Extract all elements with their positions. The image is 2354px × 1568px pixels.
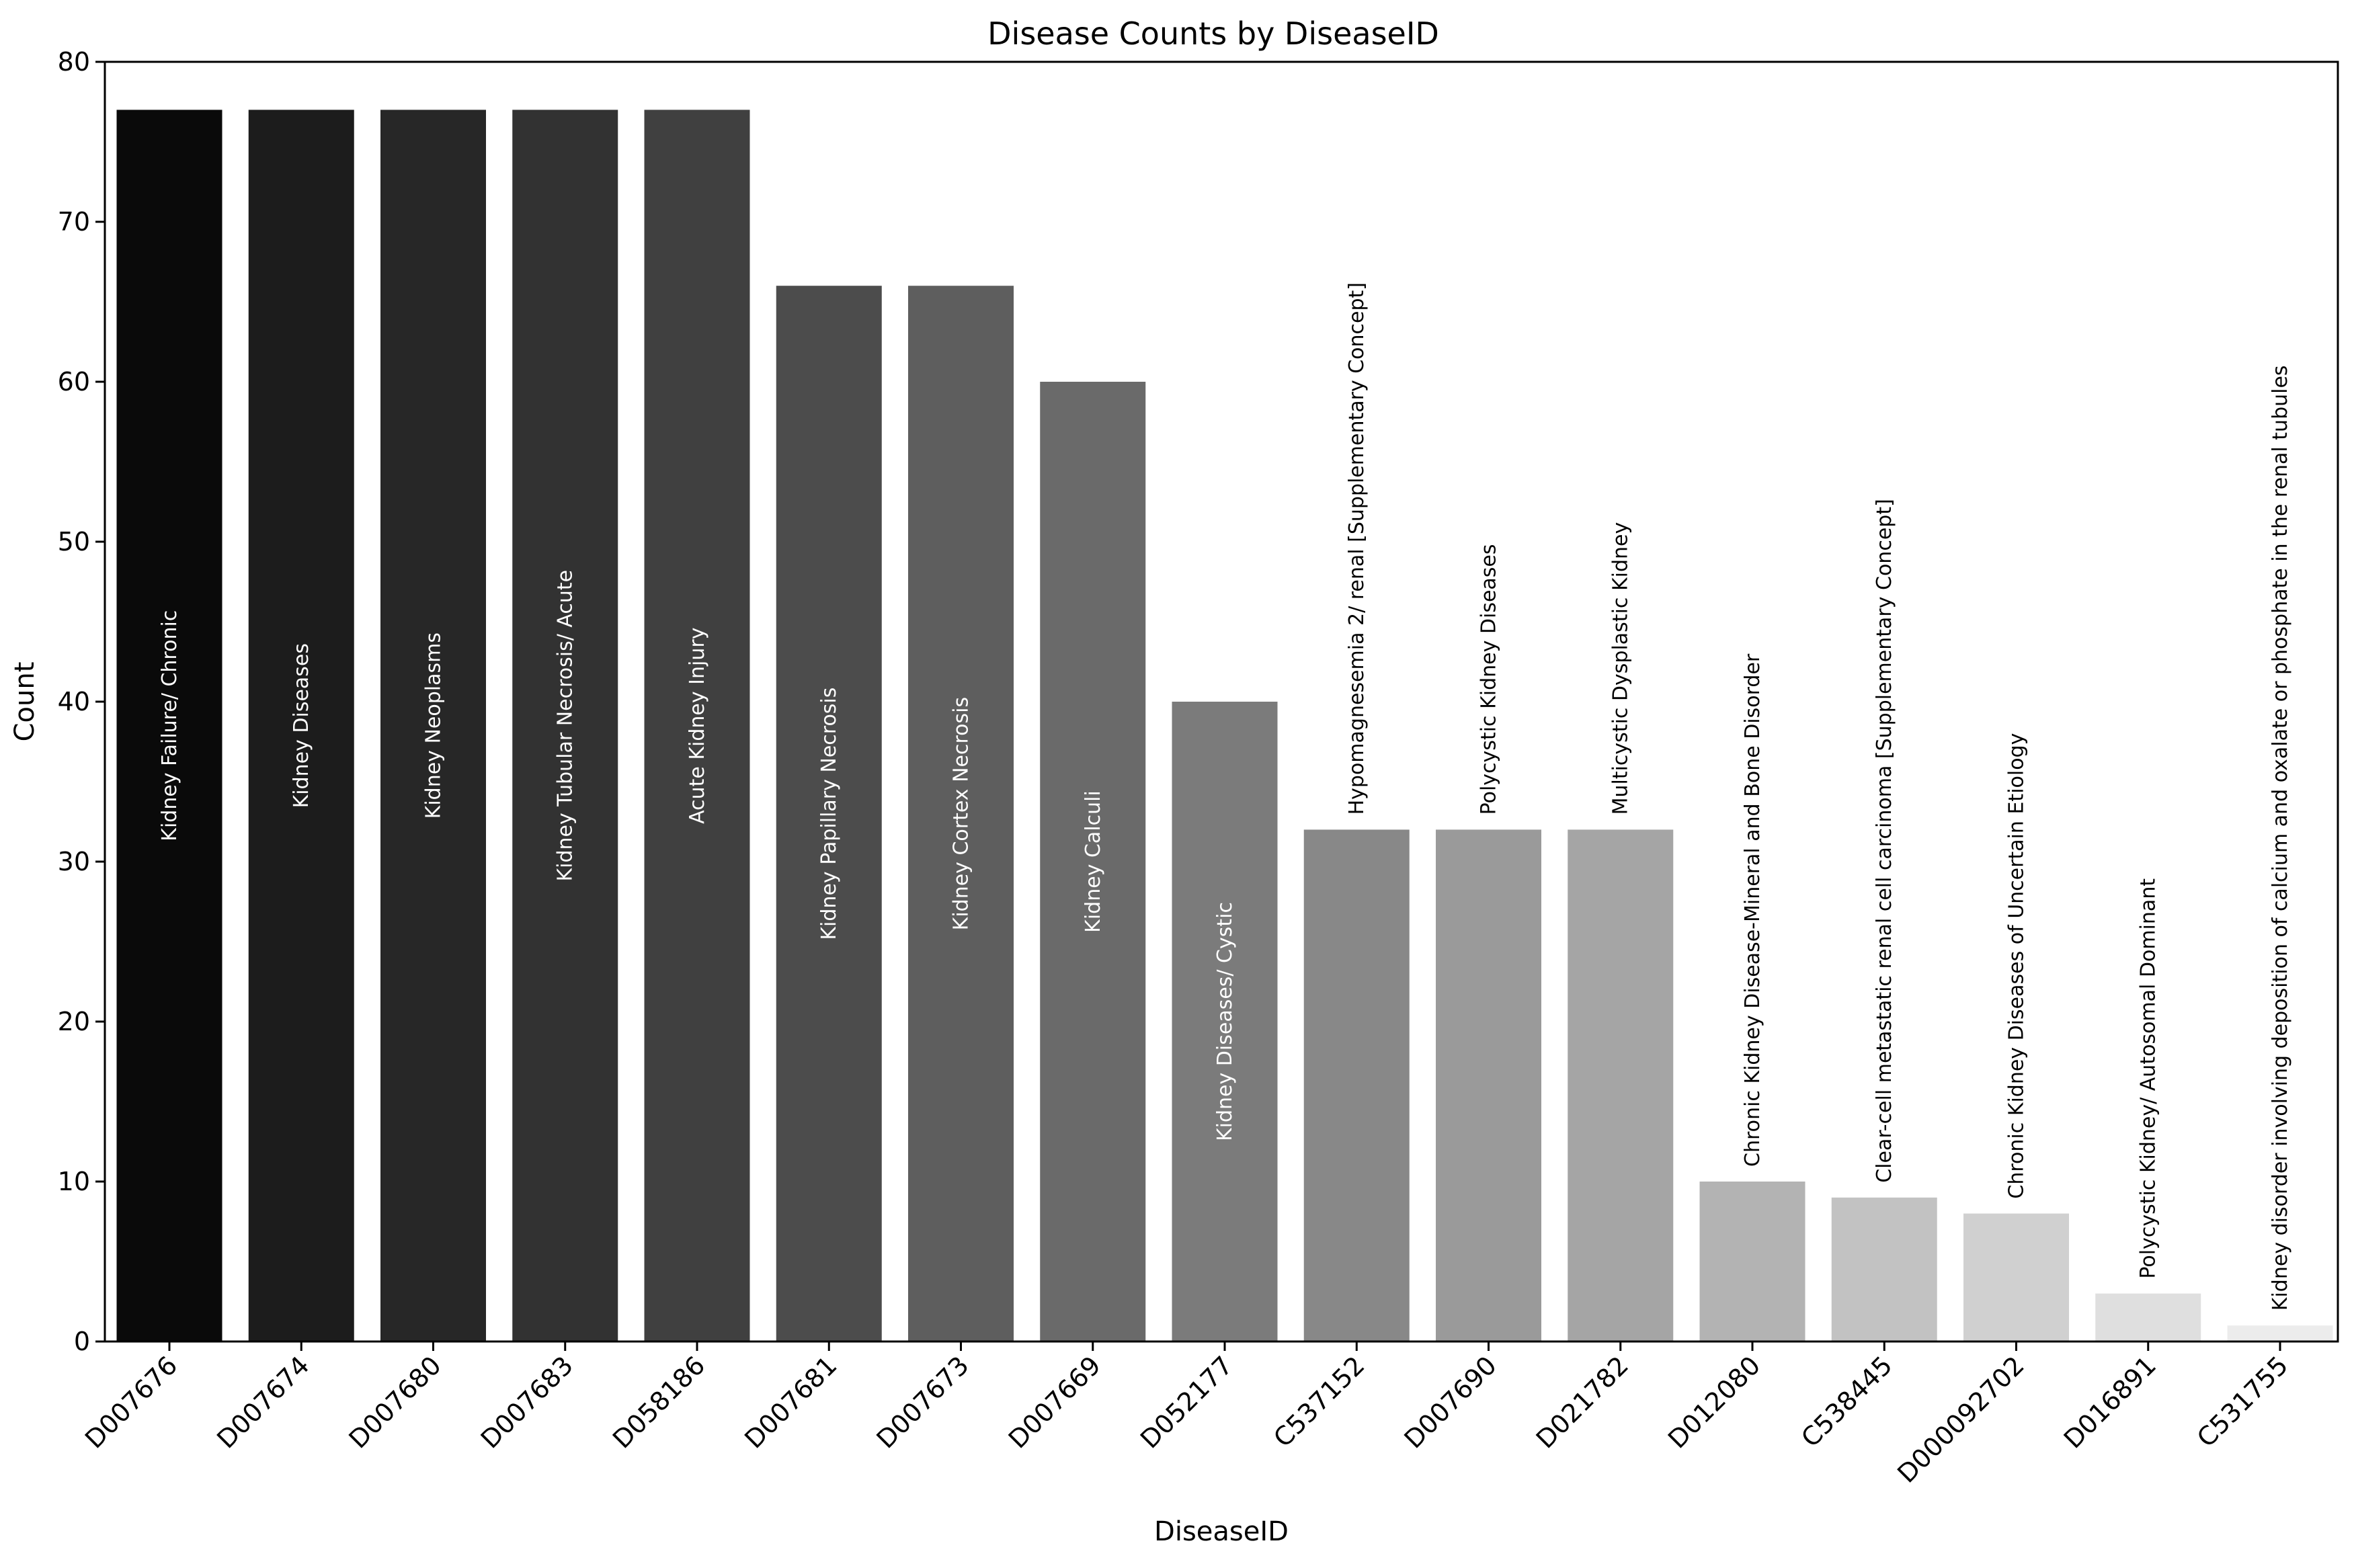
bar-label: Kidney Cortex Necrosis xyxy=(950,697,973,930)
x-tick-label: D007683 xyxy=(475,1350,579,1454)
bar-D000092702 xyxy=(1963,1213,2069,1342)
bar-D007674 xyxy=(248,110,354,1342)
bar-label: Hypomagnesemia 2/ renal [Supplementary C… xyxy=(1345,282,1369,815)
bar-D016891 xyxy=(2095,1293,2201,1342)
bar-D007669 xyxy=(1040,382,1146,1342)
x-axis: D007676 D007674 D007680 D007683 D058186 D0076… xyxy=(79,1342,2294,1489)
x-tick-label: C537152 xyxy=(1268,1350,1370,1452)
x-tick-label: C538445 xyxy=(1795,1350,1898,1452)
y-tick-label: 80 xyxy=(58,47,90,77)
bar-C537152 xyxy=(1303,829,1410,1342)
bar-labels-group: Kidney Failure/ Chronic Kidney Diseases Ki… xyxy=(158,282,2292,1311)
y-tick-label: 10 xyxy=(58,1167,90,1196)
bar-D007680 xyxy=(380,110,486,1342)
bar-D007681 xyxy=(776,286,882,1342)
bar-C538445 xyxy=(1831,1197,1937,1342)
x-tick-label: D007690 xyxy=(1398,1350,1502,1454)
bar-D058186 xyxy=(644,110,750,1342)
chart-title: Disease Counts by DiseaseID xyxy=(987,15,1439,52)
x-tick-label: D012080 xyxy=(1662,1350,1766,1454)
x-tick-label: D007676 xyxy=(79,1350,183,1454)
y-axis-label: Count xyxy=(9,662,40,742)
bar-label: Polycystic Kidney/ Autosomal Dominant xyxy=(2137,878,2160,1279)
bar-label: Kidney Diseases xyxy=(290,643,313,808)
plot-frame xyxy=(104,60,2339,1343)
x-tick-label: D052177 xyxy=(1135,1350,1238,1454)
x-axis-label: DiseaseID xyxy=(1154,1516,1289,1547)
y-tick-label: 30 xyxy=(58,847,90,876)
x-tick-label: D021782 xyxy=(1531,1350,1634,1454)
y-tick-label: 40 xyxy=(58,687,90,716)
y-tick-label: 60 xyxy=(58,367,90,397)
bar-D021782 xyxy=(1568,829,1674,1342)
bar-D007673 xyxy=(908,286,1014,1342)
x-tick-label: C531755 xyxy=(2191,1350,2294,1452)
bar-label: Chronic Kidney Disease-Mineral and Bone … xyxy=(1741,653,1764,1167)
x-tick-label: D000092702 xyxy=(1892,1350,2030,1489)
bar-D007690 xyxy=(1436,829,1541,1342)
x-tick-label: D007680 xyxy=(343,1350,446,1454)
y-tick-label: 70 xyxy=(58,207,90,237)
bar-label: Kidney Failure/ Chronic xyxy=(158,610,181,841)
bar-label: Clear-cell metastatic renal cell carcino… xyxy=(1873,499,1896,1183)
bar-D007683 xyxy=(512,110,618,1342)
bar-label: Kidney disorder involving deposition of … xyxy=(2269,365,2292,1311)
bar-label: Acute Kidney Injury xyxy=(686,628,709,824)
bar-label: Polycystic Kidney Diseases xyxy=(1477,544,1501,815)
x-tick-label: D007673 xyxy=(870,1350,974,1454)
bar-D012080 xyxy=(1699,1182,1805,1342)
bars-group xyxy=(116,110,2333,1342)
x-tick-label: D058186 xyxy=(607,1350,711,1454)
bar-label: Kidney Diseases/ Cystic xyxy=(1213,902,1237,1141)
bar-label: Kidney Neoplasms xyxy=(422,632,446,819)
bar-D007676 xyxy=(116,110,222,1342)
y-tick-label: 50 xyxy=(58,527,90,556)
x-tick-label: D016891 xyxy=(2058,1350,2162,1454)
y-tick-label: 0 xyxy=(74,1327,90,1356)
x-tick-label: D007681 xyxy=(739,1350,842,1454)
bar-C531755 xyxy=(2227,1325,2333,1342)
bar-label: Chronic Kidney Diseases of Uncertain Eti… xyxy=(2005,733,2029,1199)
x-tick-label: D007669 xyxy=(1003,1350,1106,1454)
x-tick-label: D007674 xyxy=(211,1350,315,1454)
bar-label: Multicystic Dysplastic Kidney xyxy=(1609,522,1633,815)
bar-label: Kidney Tubular Necrosis/ Acute xyxy=(554,570,577,882)
y-tick-label: 20 xyxy=(58,1007,90,1036)
bar-label: Kidney Calculi xyxy=(1082,790,1105,933)
y-axis: 0 10 20 30 40 50 60 70 80 xyxy=(58,47,105,1356)
bar-label: Kidney Papillary Necrosis xyxy=(817,688,841,940)
bar-D052177 xyxy=(1172,702,1278,1342)
